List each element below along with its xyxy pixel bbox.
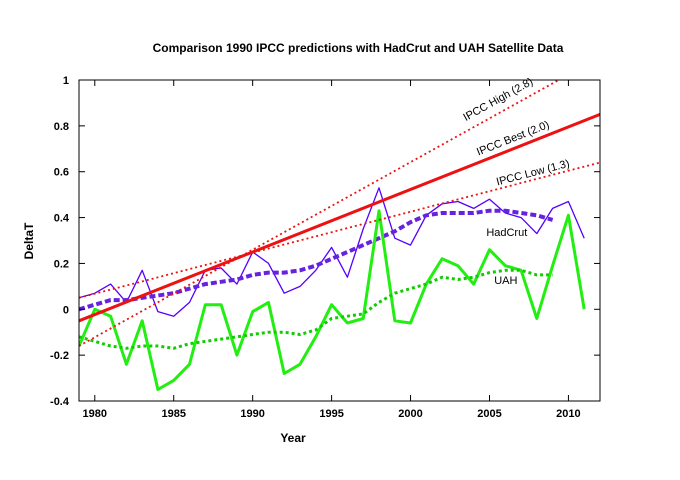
x-tick-label: 1980	[83, 408, 107, 420]
x-tick-label: 1995	[319, 408, 343, 420]
series-line-uah	[79, 209, 586, 391]
series-line-uah-smooth	[79, 268, 553, 350]
series-line-ipcc-best	[79, 113, 600, 323]
ticks-layer: 1980 1985 1990 1995 2000 2005 2010 -0.4 -0.2 0 0.2…	[50, 75, 600, 420]
y-tick-label: 0.8	[54, 121, 69, 133]
y-tick-label: 0	[63, 304, 69, 316]
x-tick-label: 2005	[477, 408, 501, 420]
y-tick-label: -0.4	[50, 396, 70, 408]
y-tick-label: 0.4	[54, 213, 70, 225]
series-line-hadcrut-smooth	[79, 208, 554, 312]
annotation-uah: UAH	[494, 275, 517, 287]
y-tick-label: -0.2	[50, 350, 69, 362]
y-tick-label: 0.2	[54, 258, 69, 270]
annotation-hadcrut: HadCrut	[486, 227, 527, 239]
series-layer	[79, 80, 600, 391]
series-line-ipcc-high	[79, 80, 561, 347]
x-tick-label: 1985	[161, 408, 185, 420]
x-axis-label: Year	[280, 431, 306, 445]
series-line-hadcrut	[79, 187, 585, 317]
x-tick-label: 1990	[240, 408, 264, 420]
annotation-ipcc-high: IPCC High (2.8)	[461, 76, 535, 124]
y-tick-label: 1	[63, 75, 69, 87]
x-tick-label: 2000	[398, 408, 422, 420]
chart-title: Comparison 1990 IPCC predictions with Ha…	[153, 41, 564, 55]
plot-frame	[78, 79, 601, 402]
y-axis-label: DeltaT	[22, 222, 36, 259]
y-tick-label: 0.6	[54, 167, 69, 179]
x-tick-label: 2010	[556, 408, 580, 420]
